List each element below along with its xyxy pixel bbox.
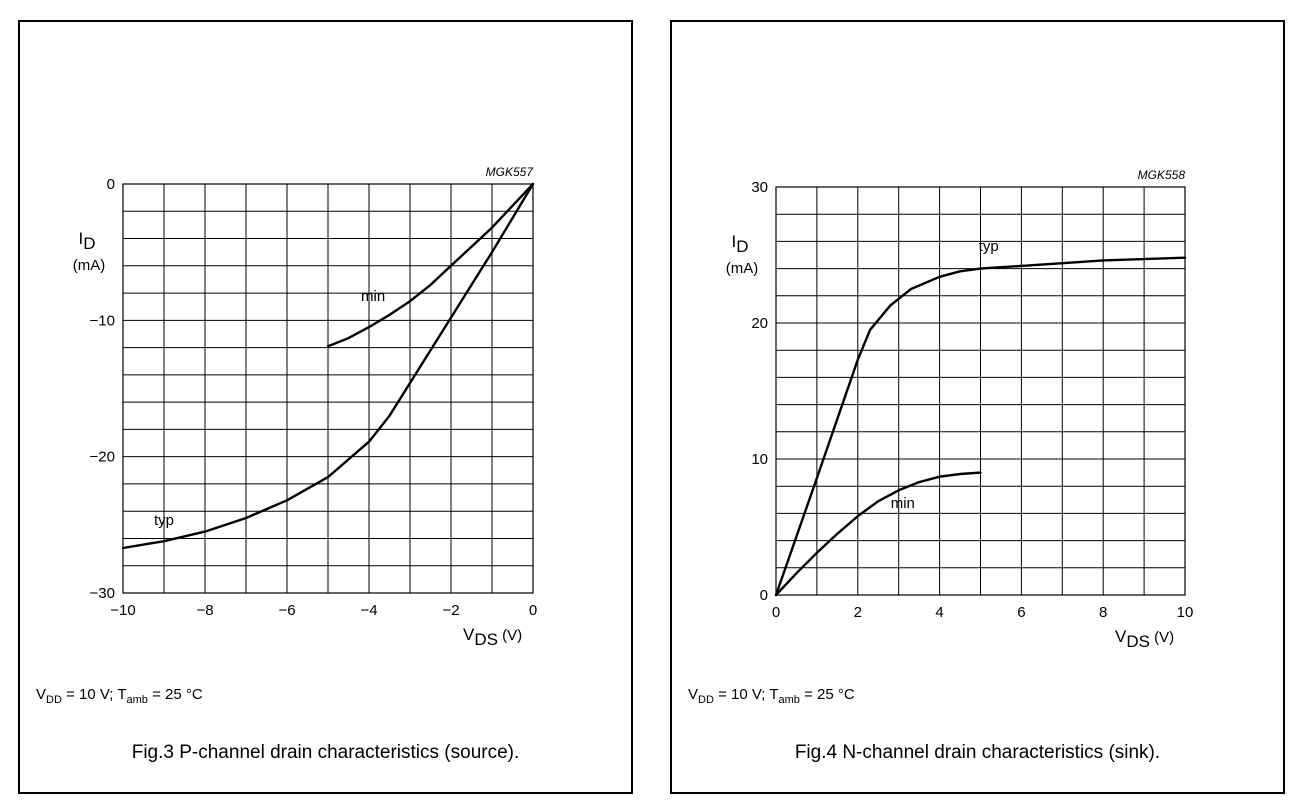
curve-label-typ: typ [979, 238, 999, 255]
x-tick-label: 2 [854, 604, 862, 621]
y-tick-label: 0 [107, 176, 115, 193]
test-conditions: VDD = 10 V; Tamb = 25 °C [688, 686, 855, 706]
plot-frame [122, 183, 534, 594]
test-conditions: VDD = 10 V; Tamb = 25 °C [36, 686, 203, 706]
x-tick-label: 0 [529, 602, 537, 619]
curve-label-min: min [361, 288, 385, 305]
y-tick-label: 30 [751, 179, 768, 196]
curve-label-min: min [891, 495, 915, 512]
x-tick-label: −4 [360, 602, 377, 619]
figure-caption: Fig.4 N-channel drain characteristics (s… [794, 742, 1161, 763]
y-tick-label: 0 [760, 587, 768, 604]
x-tick-label: 4 [935, 604, 943, 621]
x-tick-label: −10 [110, 602, 135, 619]
figure-code: MGK557 [486, 165, 535, 179]
x-tick-label: 8 [1099, 604, 1107, 621]
x-axis-label: VDS (V) [463, 625, 522, 649]
y-axis-unit: (mA) [73, 257, 106, 274]
x-axis-label: VDS (V) [1115, 627, 1174, 651]
x-tick-label: −2 [442, 602, 459, 619]
figure-panel-p-channel: −10 −8 −6 −4 −2 0 −30 −20 −10 0 MGK557 ID (mA) VDS (V… [18, 20, 633, 794]
y-axis-unit: (mA) [726, 260, 759, 277]
figure-panel-n-channel: 0 2 4 6 8 10 0 10 20 30 MGK558 ID (mA) VDS (V) typ min … [670, 20, 1285, 794]
figure-code: MGK558 [1138, 168, 1186, 182]
figure-caption: Fig.3 P-channel drain characteristics (s… [131, 742, 520, 763]
y-tick-label: 20 [751, 315, 768, 332]
y-tick-label: −20 [90, 449, 115, 466]
x-tick-label: 10 [1177, 604, 1194, 621]
series-line-min [774, 471, 982, 597]
y-tick-label: −30 [90, 585, 115, 602]
series-line-typ [121, 182, 535, 550]
x-tick-label: 6 [1017, 604, 1025, 621]
x-tick-label: −6 [278, 602, 295, 619]
plot-frame [775, 186, 1186, 596]
series-line-typ [774, 256, 1187, 597]
y-axis-label: ID [78, 229, 95, 253]
chart-n-channel: 0 2 4 6 8 10 0 10 20 30 MGK558 ID (mA) VDS (V) typ min [726, 168, 1194, 651]
y-tick-label: −10 [90, 312, 115, 329]
x-tick-label: −8 [196, 602, 213, 619]
y-axis-label: ID [731, 232, 748, 256]
x-tick-label: 0 [772, 604, 780, 621]
curve-label-typ: typ [154, 512, 174, 529]
y-tick-label: 10 [751, 451, 768, 468]
series-line-min [326, 182, 535, 348]
